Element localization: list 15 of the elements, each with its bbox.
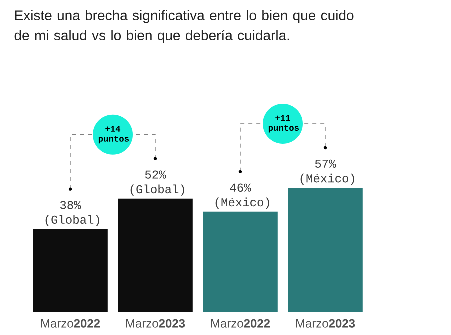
data-label: 57% (México) (300, 160, 354, 186)
text: +11 puntos (268, 115, 299, 133)
x-tick-label: Marzo2022 (211, 319, 270, 328)
x-tick-label: Marzo2023 (296, 319, 356, 328)
bar (288, 188, 363, 312)
data-label: 46% (México) (216, 184, 270, 209)
data-label: 52% (Global) (130, 170, 184, 196)
text: +14 puntos (98, 126, 129, 144)
x-tick-label: Marzo2022 (41, 319, 100, 328)
x-tick-label: Marzo2023 (126, 319, 186, 328)
bar (203, 212, 278, 312)
data-label: 38% (Global) (46, 201, 100, 226)
bar (118, 198, 193, 312)
bar (33, 229, 108, 312)
chart-title: Existe una brecha significativa entre lo bien que cuido de mi salud vs lo bien que debería cuidarla. (14, 10, 354, 44)
